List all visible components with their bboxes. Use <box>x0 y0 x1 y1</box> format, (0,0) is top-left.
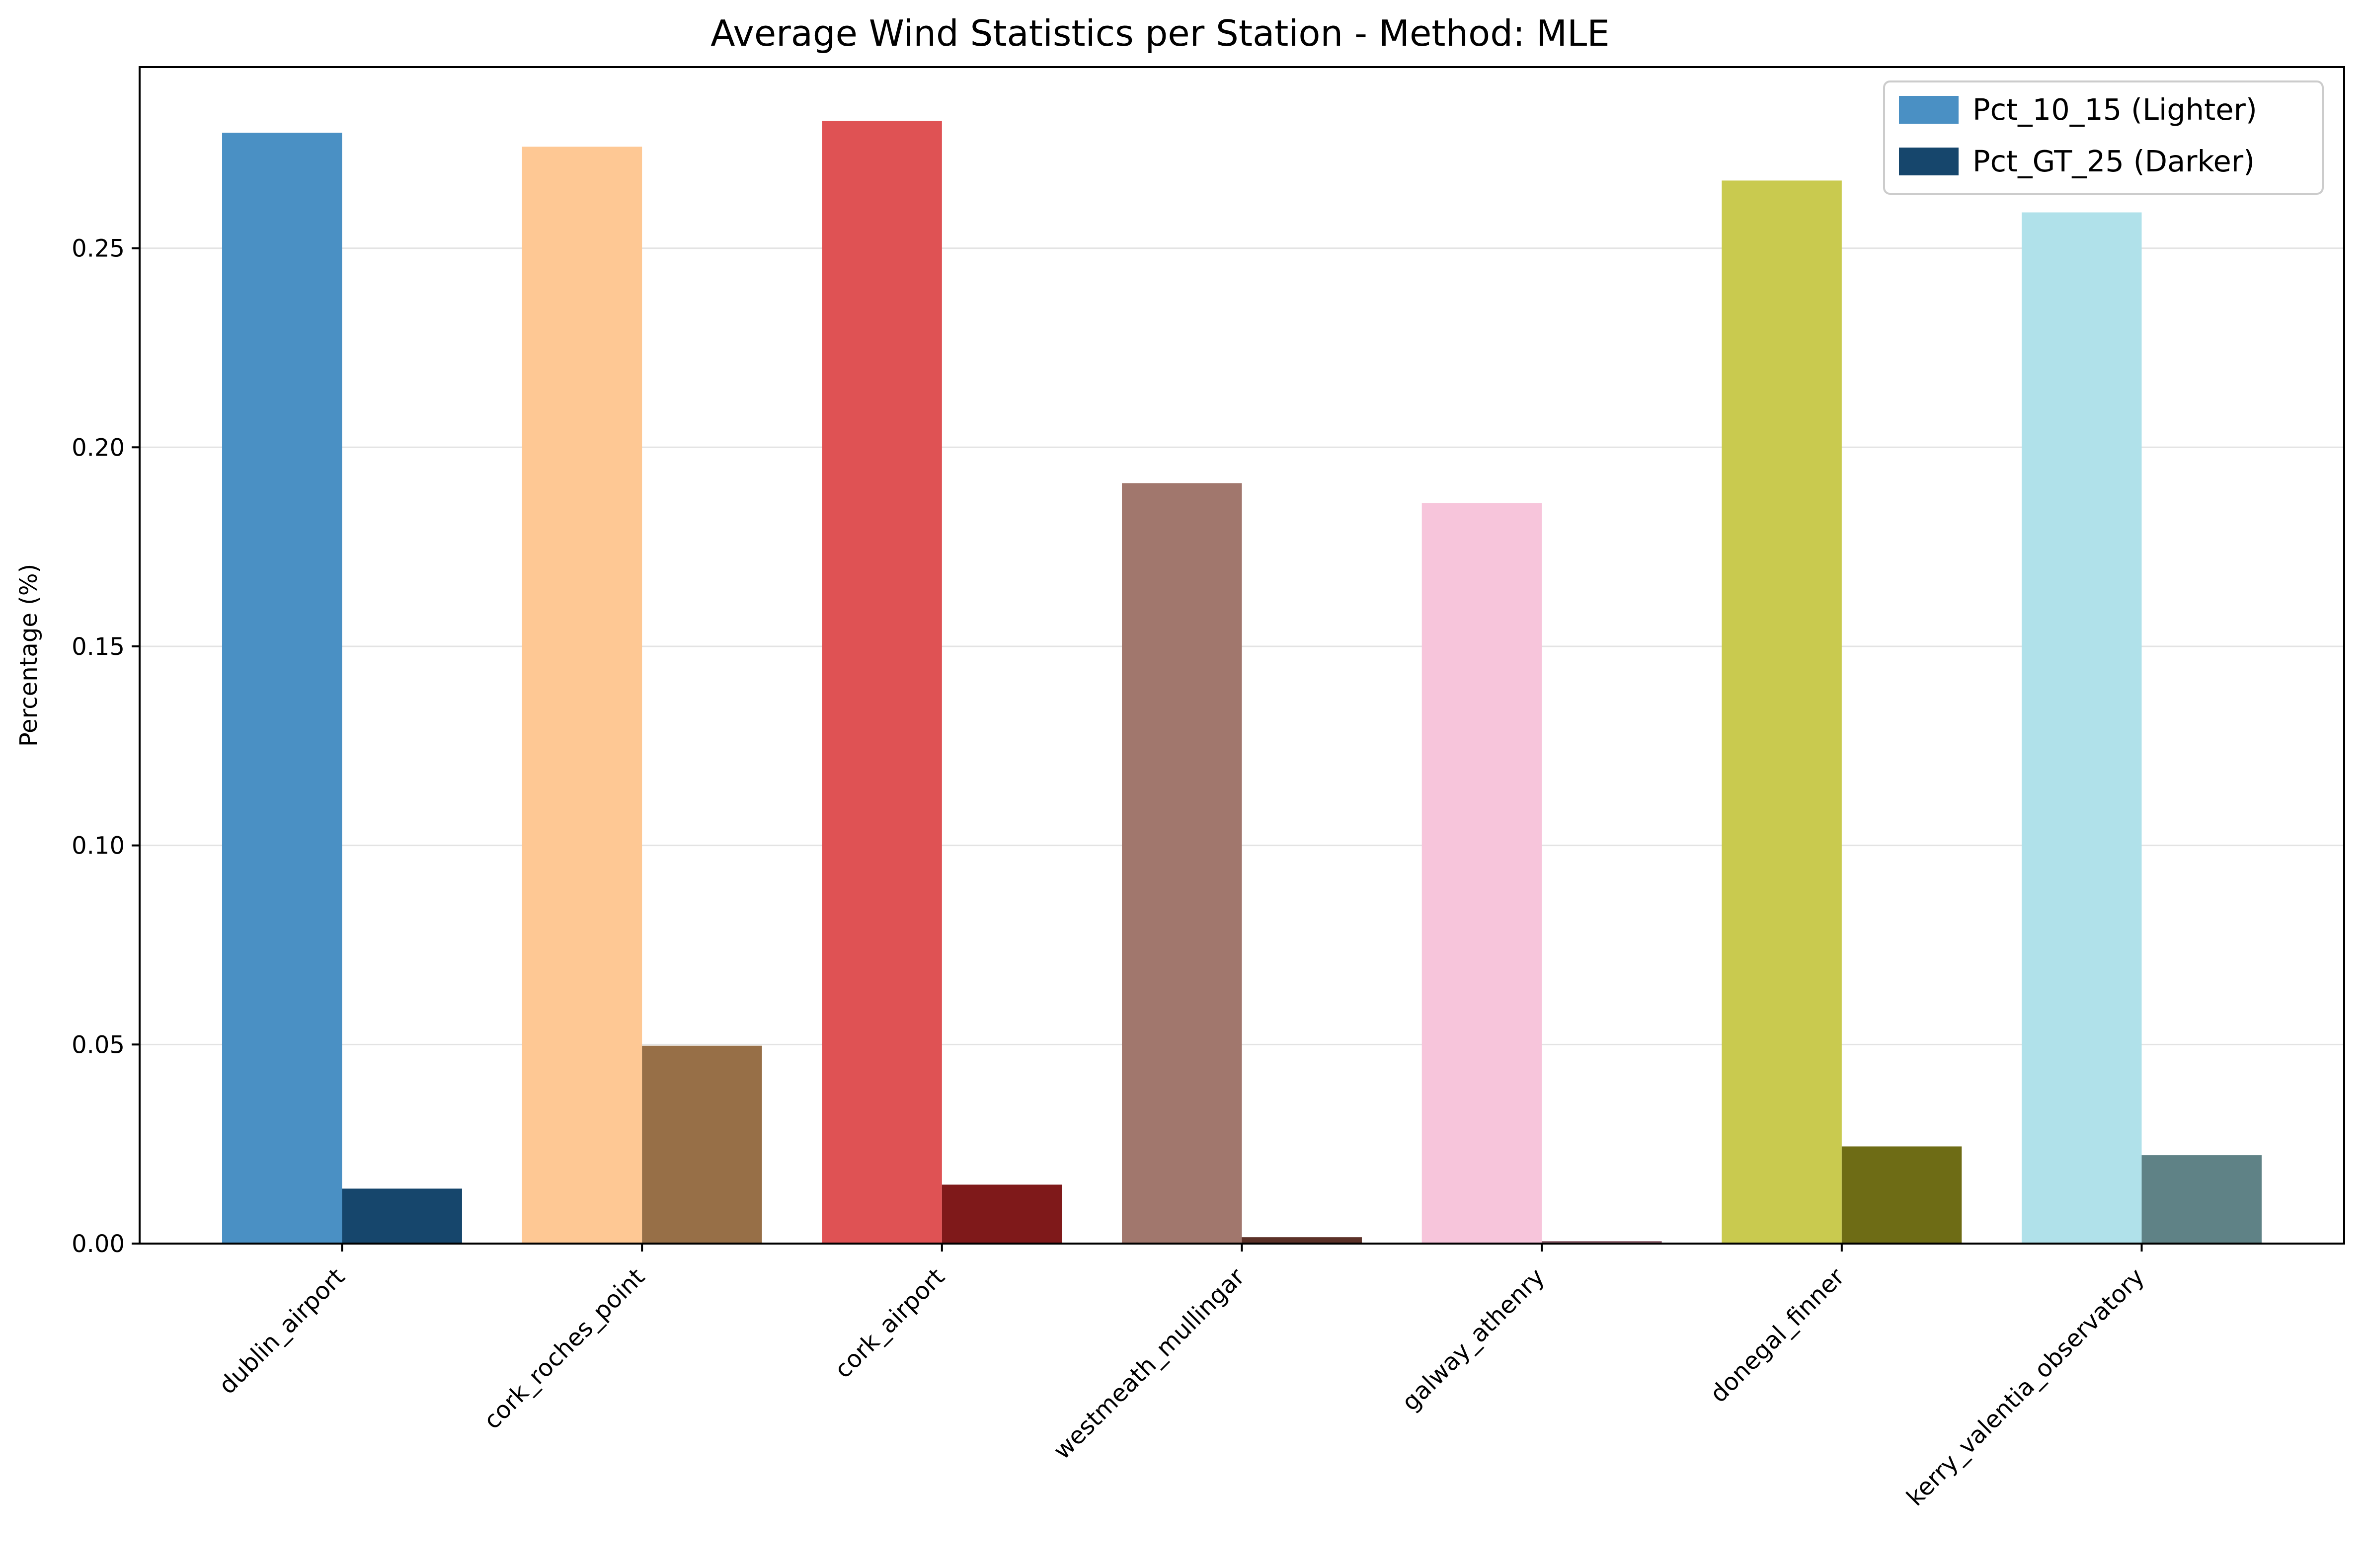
y-tick-label: 0.15 <box>72 633 125 661</box>
y-axis: 0.00 0.05 0.10 0.15 0.20 0.25 <box>72 235 140 1258</box>
bar-pct-10-15-cork-airport <box>822 121 942 1244</box>
bar-pct-gt-25-dublin-airport <box>342 1188 462 1244</box>
legend-label-pct-gt-25: Pct_GT_25 (Darker) <box>1972 144 2255 178</box>
bar-pct-10-15-dublin-airport <box>222 133 342 1244</box>
bar-pct-10-15-kerry-valentia-observatory <box>2022 212 2142 1244</box>
y-tick-label: 0.20 <box>72 434 125 462</box>
chart-title: Average Wind Statistics per Station - Me… <box>710 12 1610 54</box>
legend: Pct_10_15 (Lighter) Pct_GT_25 (Darker) <box>1883 80 2324 195</box>
legend-swatch-pct-10-15 <box>1899 96 1959 124</box>
bar-pct-gt-25-westmeath-mullingar <box>1242 1237 1362 1244</box>
legend-label-pct-10-15: Pct_10_15 (Lighter) <box>1972 92 2257 127</box>
legend-swatch-pct-gt-25 <box>1899 148 1959 175</box>
bar-pct-gt-25-galway-athenry <box>1542 1241 1662 1244</box>
y-tick-label: 0.00 <box>72 1230 125 1258</box>
bar-pct-10-15-cork-roches-point <box>522 147 642 1244</box>
bar-pct-gt-25-kerry-valentia-observatory <box>2141 1155 2262 1244</box>
bar-pct-10-15-galway-athenry <box>1421 503 1542 1244</box>
y-tick-label: 0.25 <box>72 235 125 263</box>
y-tick-label: 0.10 <box>72 832 125 860</box>
y-tick-label: 0.05 <box>72 1031 125 1059</box>
bar-pct-gt-25-donegal-finner <box>1841 1146 1962 1244</box>
bar-pct-gt-25-cork-airport <box>942 1184 1062 1244</box>
bars <box>222 121 2262 1244</box>
bar-pct-gt-25-cork-roches-point <box>642 1045 762 1244</box>
legend-box <box>1883 80 2324 195</box>
y-axis-label: Percentage (%) <box>15 564 43 747</box>
bar-pct-10-15-westmeath-mullingar <box>1122 483 1242 1244</box>
bar-pct-10-15-donegal-finner <box>1722 180 1842 1244</box>
